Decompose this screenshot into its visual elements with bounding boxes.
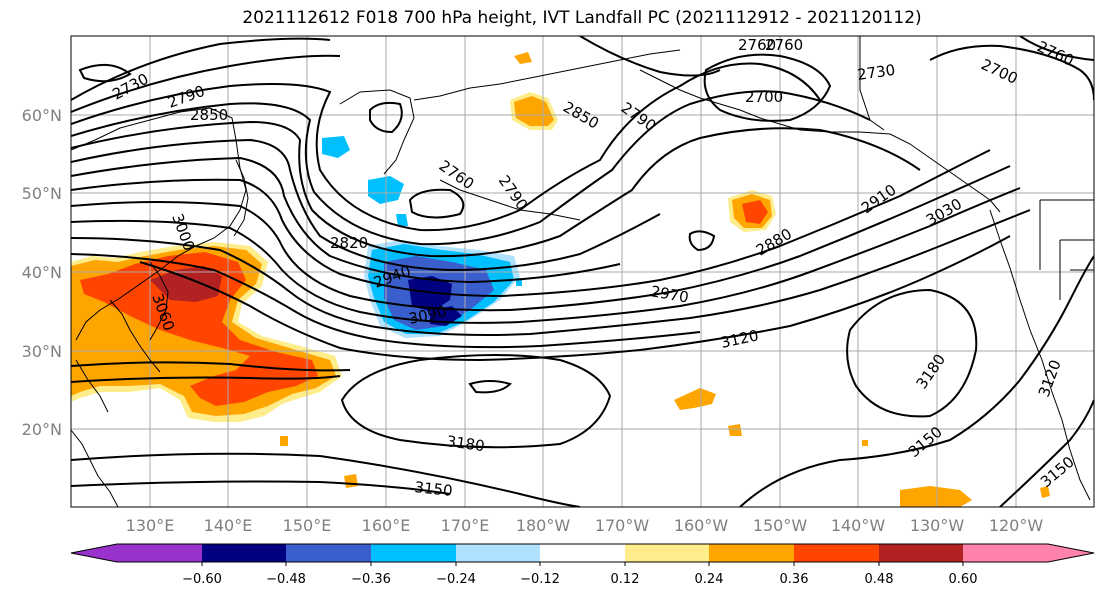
lat-label-30n: 30°N [22,342,62,361]
shade-goa-pos-mid [742,200,768,224]
lon-label-130w: 130°W [910,516,965,535]
contour-label: 2910 [858,181,900,218]
colorbar-tick-label: 0.12 [611,572,640,587]
lon-label-120w: 120°W [989,516,1044,535]
shade-alaska-pos [514,96,554,126]
lon-label-160e: 160°E [362,516,411,535]
contour-label: 2760 [1034,37,1076,69]
colorbar-swatch [963,544,1048,562]
shade-kamchatka-neg2 [322,136,350,158]
contour-label: 2760 [738,36,776,54]
lon-label-130e: 130°E [126,516,175,535]
graticule-lines [71,36,1094,507]
shade-alaska-pos-small [514,52,532,64]
shade-small-3 [1040,486,1050,498]
lon-label-170e: 170°E [441,516,490,535]
shade-hawaii-pos [674,388,716,410]
contour-label: 3150 [905,423,946,461]
colorbar-extend-left [71,544,117,562]
contour-label: 2700 [745,88,783,106]
colorbar-swatch [202,544,287,562]
contour-label: 3180 [913,351,950,393]
colorbar-tick-label: 0.24 [695,572,724,587]
colorbar-swatch [794,544,879,562]
colorbar-tick-label: −0.60 [182,572,222,587]
contour-label: 3120 [719,326,760,352]
plot-frame [70,35,1095,508]
latitude-labels: 60°N 50°N 40°N 30°N 20°N [22,106,62,439]
colorbar-swatch [879,544,964,562]
contour-label: 2820 [330,234,368,252]
contour-label: 2970 [649,282,690,306]
colorbar-tick-label: −0.36 [351,572,391,587]
contour-label: 3150 [1037,453,1078,491]
contour-label: 2850 [560,98,602,133]
longitude-labels: 130°E 140°E 150°E 160°E 170°E 180°W 170°… [126,516,1044,535]
colorbar-swatch [371,544,456,562]
lon-label-180w: 180°W [516,516,571,535]
colorbar-tick-label: 0.60 [949,572,978,587]
contour-label: 3120 [1035,357,1065,399]
contour-label: 3180 [445,432,485,455]
shade-kamchatka-neg3 [396,214,408,226]
shade-sw-pos [900,486,972,507]
shade-small-2 [280,436,288,446]
colorbar-swatch [456,544,541,562]
colorbar: −0.60 −0.48 −0.36 −0.24 −0.12 0.12 0.24 … [70,543,1095,587]
lon-label-150w: 150°W [753,516,808,535]
colorbar-swatch [625,544,710,562]
coastlines [71,36,1094,507]
colorbar-swatch [286,544,371,562]
lat-label-40n: 40°N [22,263,62,282]
contour-label: 2760 [436,157,478,194]
colorbar-tick-label: −0.12 [520,572,560,587]
contour-label: 3150 [414,478,454,500]
contour-label: 3030 [923,195,965,230]
height-contours [71,36,1094,507]
colorbar-tick-label: −0.48 [266,572,306,587]
colorbar-tick-label: −0.24 [436,572,476,587]
contour-label: 2730 [856,61,896,84]
shade-central-neg-strong [408,276,462,326]
lat-label-60n: 60°N [22,106,62,125]
colorbar-swatch [709,544,794,562]
shade-hawaii-pos2 [728,424,742,436]
colorbar-extend-right [1048,544,1094,562]
lon-label-150e: 150°E [283,516,332,535]
contour-label: 2850 [190,106,228,124]
contour-label: 2760 [765,36,803,54]
shade-small-4 [862,440,868,446]
contour-label: 2700 [978,55,1020,87]
colorbar-tick-label: 0.36 [780,572,809,587]
colorbar-swatch [117,544,202,562]
lon-label-140w: 140°W [831,516,886,535]
lat-label-50n: 50°N [22,184,62,203]
colorbar-tick-label: 0.48 [865,572,894,587]
lon-label-170w: 170°W [595,516,650,535]
lat-label-20n: 20°N [22,420,62,439]
contour-label: 2790 [618,99,660,136]
lon-label-160w: 160°W [674,516,729,535]
shade-small-1 [344,474,358,488]
map-title: 2021112612 F018 700 hPa height, IVT Land… [242,8,922,28]
lon-label-140e: 140°E [204,516,253,535]
colorbar-swatch [540,544,625,562]
